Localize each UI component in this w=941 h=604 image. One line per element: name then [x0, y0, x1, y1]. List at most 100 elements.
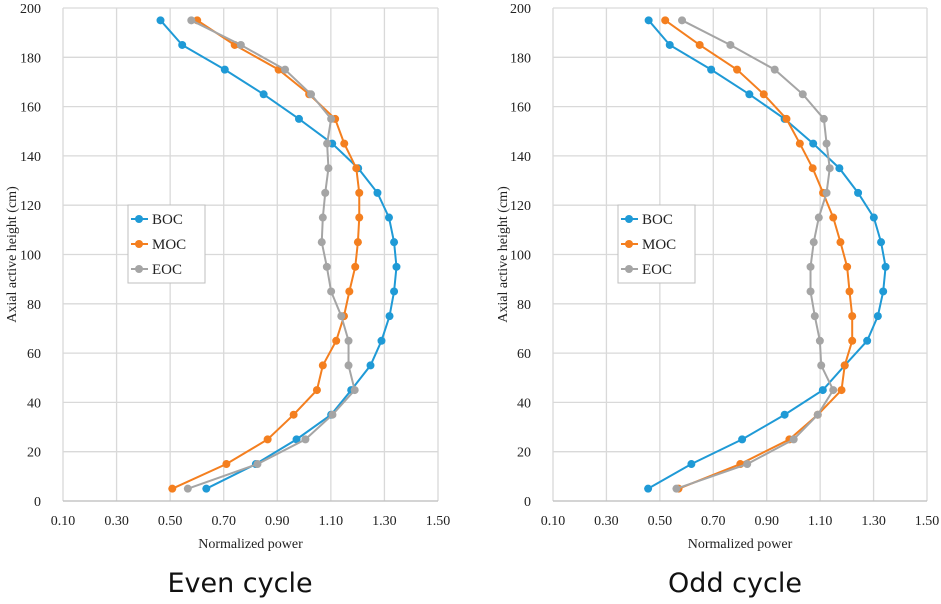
data-point-boc: [707, 65, 716, 74]
data-point-moc: [661, 16, 670, 25]
y-tick-label: 80: [517, 298, 531, 313]
data-point-boc: [644, 16, 653, 25]
data-point-eoc: [187, 16, 196, 25]
data-point-moc: [695, 40, 704, 49]
data-point-eoc: [789, 435, 798, 444]
data-point-eoc: [829, 386, 838, 395]
legend-label-moc: MOC: [152, 237, 186, 253]
data-point-eoc: [350, 386, 359, 395]
x-tick-label: 0.50: [648, 514, 673, 529]
data-point-moc: [733, 65, 742, 74]
data-point-moc: [845, 287, 854, 296]
data-point-moc: [289, 410, 298, 419]
data-point-boc: [373, 188, 382, 197]
legend-marker-moc: [135, 240, 143, 248]
data-point-eoc: [770, 65, 779, 74]
y-tick-label: 100: [510, 249, 531, 264]
data-point-moc: [353, 238, 362, 247]
y-tick-label: 0: [524, 495, 531, 510]
data-point-boc: [835, 164, 844, 173]
y-tick-label: 180: [510, 51, 531, 66]
y-tick-label: 100: [20, 249, 41, 264]
legend-label-moc: MOC: [642, 237, 676, 253]
chart-caption: Even cycle: [167, 568, 312, 599]
data-point-moc: [837, 386, 846, 395]
data-point-boc: [879, 287, 888, 296]
y-tick-label: 60: [27, 347, 41, 362]
x-tick-label: 1.50: [426, 514, 451, 529]
data-point-boc: [366, 361, 375, 370]
data-point-eoc: [321, 188, 330, 197]
data-point-eoc: [819, 114, 828, 123]
data-point-boc: [687, 460, 696, 469]
x-tick-label: 0.30: [594, 514, 619, 529]
series-line-eoc: [676, 19, 835, 490]
y-tick-label: 120: [510, 199, 531, 214]
data-point-eoc: [822, 139, 831, 148]
x-tick-label: 0.90: [265, 514, 290, 529]
y-tick-label: 140: [510, 150, 531, 165]
data-point-moc: [795, 139, 804, 148]
data-point-eoc: [318, 213, 327, 222]
data-point-moc: [808, 164, 817, 173]
y-tick-label: 160: [20, 101, 41, 116]
data-point-eoc: [327, 287, 336, 296]
data-point-eoc: [822, 188, 831, 197]
data-point-eoc: [726, 40, 735, 49]
x-tick-label: 1.30: [861, 514, 886, 529]
data-point-eoc: [328, 410, 337, 419]
data-point-boc: [392, 262, 401, 271]
data-point-boc: [818, 386, 827, 395]
data-point-moc: [355, 188, 364, 197]
data-point-eoc: [817, 361, 826, 370]
data-point-boc: [178, 40, 187, 49]
data-point-eoc: [806, 262, 815, 271]
x-tick-label: 0.30: [104, 514, 129, 529]
y-tick-label: 0: [34, 495, 41, 510]
data-point-moc: [351, 262, 360, 271]
data-point-boc: [202, 484, 211, 493]
chart-panel-2: 0.10 0.30 0.50 0.70 0.90 1.10 1.30 1.50 0 20 40 60 8…: [496, 2, 939, 599]
y-tick-label: 180: [20, 51, 41, 66]
data-point-moc: [168, 484, 177, 493]
data-point-eoc: [798, 90, 807, 99]
data-point-boc: [863, 336, 872, 345]
data-point-eoc: [301, 435, 310, 444]
data-point-eoc: [672, 484, 681, 493]
data-point-boc: [384, 213, 393, 222]
y-tick-label: 40: [27, 396, 41, 411]
data-point-eoc: [323, 139, 332, 148]
legend: BOC MOC EOC: [617, 204, 696, 284]
data-point-eoc: [809, 238, 818, 247]
data-point-moc: [318, 361, 327, 370]
chart-panel-1: 0.10 0.30 0.50 0.70 0.90 1.10 1.30 1.50 0 20 40 60 8…: [5, 2, 450, 599]
y-tick-label: 20: [27, 446, 41, 461]
x-tick-label: 1.10: [808, 514, 833, 529]
data-point-moc: [312, 386, 321, 395]
x-tick-label: 0.90: [754, 514, 779, 529]
data-point-eoc: [813, 410, 822, 419]
legend: BOC MOC EOC: [127, 204, 206, 284]
x-tick-label: 0.70: [701, 514, 726, 529]
x-tick-label: 0.70: [211, 514, 236, 529]
data-point-boc: [877, 238, 886, 247]
data-point-eoc: [806, 287, 815, 296]
y-axis-title: Axial active height (cm): [5, 186, 20, 323]
data-point-eoc: [327, 114, 336, 123]
data-point-eoc: [236, 40, 245, 49]
x-axis-title: Normalized power: [688, 537, 793, 552]
data-point-boc: [390, 238, 399, 247]
y-tick-label: 20: [517, 446, 531, 461]
data-point-eoc: [322, 262, 331, 271]
y-tick-label: 40: [517, 396, 531, 411]
series-line-boc: [647, 19, 887, 490]
data-point-moc: [759, 90, 768, 99]
data-point-boc: [873, 312, 882, 321]
data-point-boc: [385, 312, 394, 321]
x-tick-label: 0.50: [158, 514, 183, 529]
data-point-eoc: [281, 65, 290, 74]
data-point-eoc: [317, 238, 326, 247]
x-tick-label: 0.10: [541, 514, 566, 529]
data-point-moc: [848, 336, 857, 345]
data-point-moc: [836, 238, 845, 247]
